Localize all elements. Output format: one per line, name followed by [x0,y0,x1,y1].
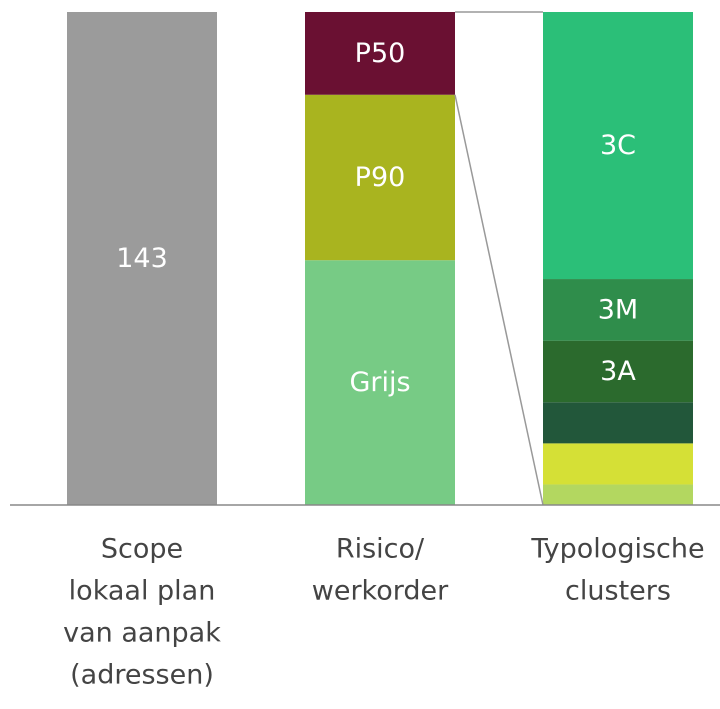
category-label: (adressen) [70,660,214,691]
bar-segment [305,12,455,95]
segment-label: P50 [355,38,406,69]
category-label: lokaal plan [69,576,216,607]
segment-label: 3M [598,294,638,325]
bar-segment [543,484,693,505]
category-label: van aanpak [63,618,221,649]
bar-segment [305,94,455,261]
segment-label: Grijs [349,367,410,398]
category-label: werkorder [312,576,449,607]
bar-segment [305,260,455,505]
segment-label: 143 [116,243,168,274]
segment-label: 3C [600,130,636,161]
bar-segment [67,12,217,505]
bar-segment [543,340,693,403]
bar-segment [543,402,693,444]
segment-label: 3A [600,356,636,387]
connector [454,94,544,506]
category-label: Typologische [530,534,704,565]
bar-segment [543,279,693,341]
category-label: Scope [101,534,183,565]
segment-label: P90 [355,162,406,193]
category-label: clusters [565,576,671,607]
category-label: Risico/ [336,534,425,565]
bar-segment [543,443,693,485]
bar-segment [543,12,693,280]
